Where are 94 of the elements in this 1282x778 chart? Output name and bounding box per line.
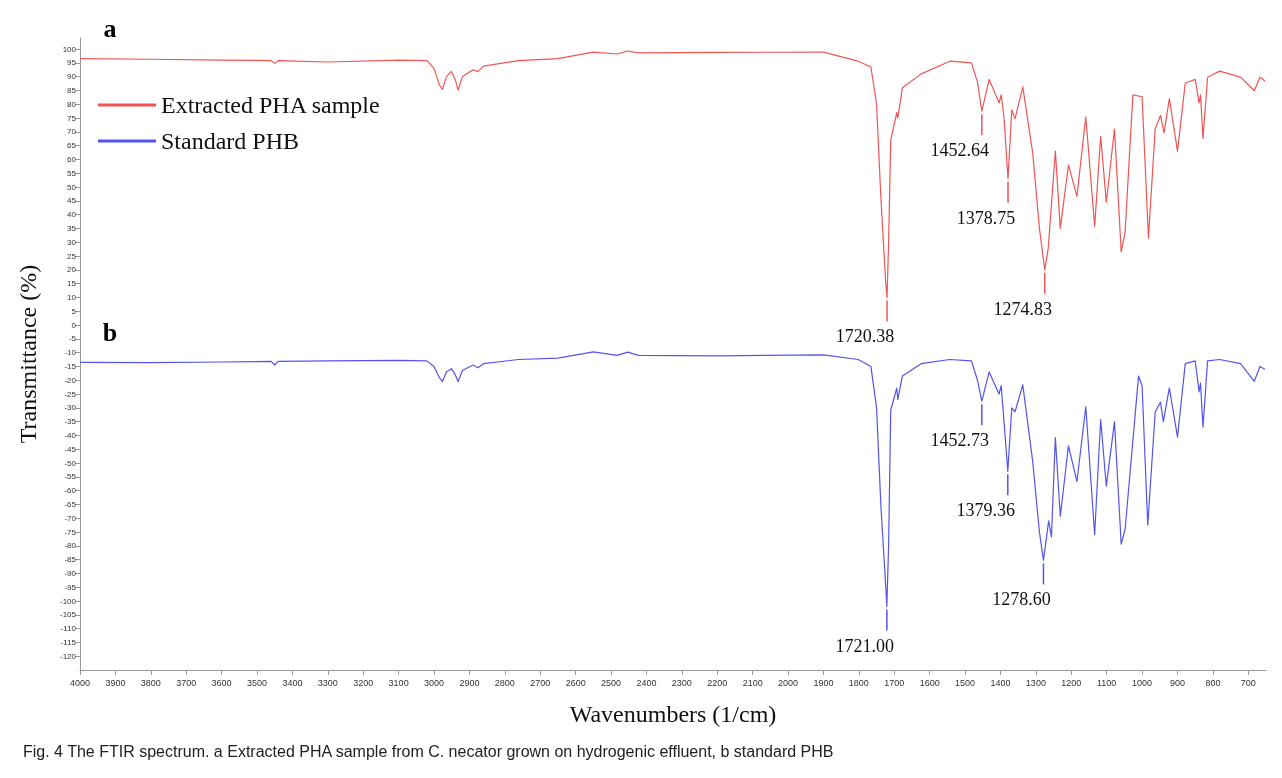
y-tick-label: 0 [71, 320, 77, 330]
x-tick-label: 1200 [1061, 677, 1082, 688]
y-tick-label: -75 [64, 527, 77, 537]
y-tick-label: -30 [64, 403, 77, 413]
x-tick-label: 3900 [105, 677, 126, 688]
x-axis-title: Wavenumbers (1/cm) [569, 701, 777, 727]
x-tick-label: 3100 [388, 677, 409, 688]
y-tick-label: -80 [64, 541, 77, 551]
y-tick-label: 20 [67, 265, 77, 275]
x-tick-label: 2600 [565, 677, 586, 688]
y-axis-title: Transmittance (%) [15, 264, 41, 444]
x-tick-label: 2800 [494, 677, 515, 688]
annotation: 1379.36 [956, 500, 1016, 521]
x-tick-label: 3700 [176, 677, 197, 688]
x-tick-label: 1600 [919, 677, 940, 688]
annotation: 1452.73 [930, 430, 990, 451]
annotation: 1452.64 [930, 140, 990, 161]
y-tick-label: -95 [64, 582, 77, 592]
y-tick-label: -10 [64, 348, 77, 358]
x-tick-label: 3300 [317, 677, 338, 688]
x-tick-label: 3000 [424, 677, 445, 688]
x-tick-label: 1900 [813, 677, 834, 688]
y-tick-label: -35 [64, 417, 77, 427]
y-tick-label: 100 [62, 44, 77, 54]
y-tick-label: -120 [59, 651, 77, 661]
y-tick-label: -20 [64, 375, 77, 385]
x-tick-label: 3600 [211, 677, 232, 688]
y-tick-label: -100 [59, 596, 77, 606]
y-tick-label: 5 [71, 306, 77, 316]
x-tick-label: 4000 [69, 677, 91, 688]
x-tick-label: 2900 [459, 677, 480, 688]
x-tick-label: 700 [1240, 677, 1256, 688]
y-tick-label: 15 [67, 279, 77, 289]
x-tick-label: 1400 [990, 677, 1011, 688]
y-tick-label: 70 [67, 127, 77, 137]
y-tick-label: 85 [67, 85, 77, 95]
x-tick-label: 900 [1169, 677, 1186, 688]
x-tick-label: 2500 [601, 677, 622, 688]
x-tick-label: 1500 [955, 677, 976, 688]
y-tick-label: 95 [67, 58, 77, 68]
y-tick-label: -90 [64, 568, 77, 578]
annotation: 1720.38 [835, 326, 895, 347]
y-tick-label: -15 [64, 361, 77, 371]
x-tick-label: 3500 [247, 677, 268, 688]
y-tick-label: 40 [67, 210, 77, 220]
y-tick-label: 35 [67, 223, 77, 233]
y-tick-label: 55 [67, 168, 77, 178]
y-tick-label: -65 [64, 499, 77, 509]
x-tick-label: 2200 [707, 677, 728, 688]
x-tick-label: 3400 [282, 677, 303, 688]
y-tick-label: 90 [67, 72, 77, 82]
legend-label: Extracted PHA sample [161, 92, 380, 118]
y-tick-label: -55 [64, 472, 77, 482]
y-tick-label: -25 [64, 389, 77, 399]
annotation: a [103, 14, 117, 44]
y-tick-label: -70 [64, 513, 77, 523]
y-tick-label: -40 [64, 430, 77, 440]
y-tick-label: -85 [64, 555, 77, 565]
y-tick-label: 50 [67, 182, 77, 192]
caption: Fig. 4 The FTIR spectrum. a Extracted PHA sample from C. necator grown on hydrogenic effluent, b standard PHB [23, 742, 834, 760]
x-tick-label: 3200 [353, 677, 374, 688]
x-tick-label: 1100 [1097, 677, 1117, 688]
y-tick-label: -50 [64, 458, 77, 468]
x-tick-label: 2400 [636, 677, 657, 688]
x-tick-label: 2100 [742, 677, 763, 688]
legend-label: Standard PHB [161, 128, 299, 154]
x-tick-label: 3800 [140, 677, 161, 688]
x-tick-label: 2000 [778, 677, 799, 688]
x-tick-label: 1700 [884, 677, 905, 688]
y-tick-label: -115 [60, 637, 77, 647]
y-tick-label: -60 [64, 486, 77, 496]
annotation: 1721.00 [835, 635, 895, 656]
y-tick-label: -45 [64, 444, 77, 454]
x-tick-label: 1000 [1132, 677, 1153, 688]
y-tick-label: -110 [60, 624, 77, 634]
annotation: 1378.75 [956, 207, 1016, 228]
annotation: 1278.60 [992, 589, 1051, 610]
y-tick-label: -5 [68, 334, 77, 344]
annotation: b [102, 317, 118, 347]
y-tick-label: -105 [59, 610, 77, 620]
x-tick-label: 1800 [848, 677, 869, 688]
x-tick-label: 2700 [530, 677, 551, 688]
x-tick-label: 1300 [1025, 677, 1046, 688]
annotation: 1274.83 [993, 298, 1053, 319]
x-tick-label: 800 [1205, 677, 1221, 688]
y-tick-label: 75 [67, 113, 77, 123]
x-tick-label: 2300 [671, 677, 692, 688]
y-tick-label: 10 [67, 292, 77, 302]
y-tick-label: 45 [67, 196, 77, 206]
y-tick-label: 30 [67, 237, 77, 247]
y-tick-label: 25 [67, 251, 77, 261]
y-tick-label: 60 [67, 154, 77, 164]
y-tick-label: 80 [67, 99, 77, 109]
y-tick-label: 65 [67, 141, 77, 151]
